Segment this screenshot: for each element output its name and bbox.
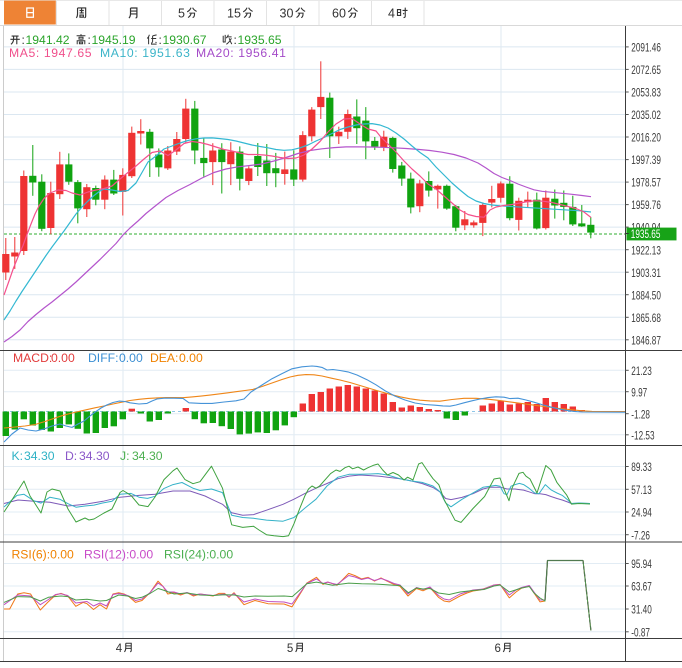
svg-text:57.13: 57.13 [631, 483, 652, 497]
svg-text:D:: D: [65, 449, 77, 463]
svg-text:34.30: 34.30 [132, 449, 163, 463]
svg-text:MA10: 1951.63: MA10: 1951.63 [100, 46, 190, 60]
svg-text:MA5: 1947.65: MA5: 1947.65 [9, 46, 92, 60]
svg-text:MACD:: MACD: [13, 351, 52, 365]
svg-text:RSI(12):0.00: RSI(12):0.00 [84, 548, 153, 562]
svg-text:1935.65: 1935.65 [238, 33, 282, 47]
svg-text:31.40: 31.40 [631, 603, 652, 617]
svg-text:-12.53: -12.53 [631, 428, 654, 442]
svg-text:1945.19: 1945.19 [92, 33, 136, 47]
svg-text:2072.65: 2072.65 [631, 63, 661, 77]
svg-text:15: 15 [227, 7, 241, 21]
svg-text:2053.83: 2053.83 [631, 86, 661, 100]
svg-text:1930.67: 1930.67 [163, 33, 207, 47]
svg-text:1903.31: 1903.31 [631, 266, 661, 280]
svg-text:5: 5 [287, 643, 293, 655]
svg-text:89.33: 89.33 [631, 460, 652, 474]
svg-text:DEA:: DEA: [150, 351, 178, 365]
svg-text:34.30: 34.30 [24, 449, 55, 463]
svg-text:2035.02: 2035.02 [631, 108, 661, 122]
svg-text:63.67: 63.67 [631, 580, 652, 594]
svg-text:4: 4 [116, 643, 123, 655]
svg-text:J:: J: [120, 449, 129, 463]
svg-text:95.94: 95.94 [631, 557, 652, 571]
svg-text:1884.50: 1884.50 [631, 288, 661, 302]
svg-text:4: 4 [388, 7, 395, 21]
svg-text:34.30: 34.30 [79, 449, 110, 463]
svg-text:0.00: 0.00 [179, 351, 203, 365]
svg-text:9.97: 9.97 [631, 385, 647, 399]
svg-text:MA20: 1956.41: MA20: 1956.41 [196, 46, 286, 60]
svg-text:2016.20: 2016.20 [631, 131, 661, 145]
svg-text:6: 6 [495, 643, 501, 655]
svg-text:-0.87: -0.87 [631, 625, 650, 639]
svg-text:RSI(24):0.00: RSI(24):0.00 [164, 548, 233, 562]
svg-text:1865.68: 1865.68 [631, 311, 661, 325]
svg-text::: : [159, 33, 162, 47]
svg-text:2091.46: 2091.46 [631, 41, 661, 55]
svg-text:-1.28: -1.28 [631, 407, 650, 421]
svg-text::: : [234, 33, 237, 47]
svg-text:DIFF:: DIFF: [88, 351, 118, 365]
svg-text:30: 30 [280, 7, 294, 21]
svg-text:5: 5 [178, 7, 185, 21]
svg-text:0.00: 0.00 [119, 351, 143, 365]
svg-text:0.00: 0.00 [51, 351, 75, 365]
svg-text:1922.13: 1922.13 [631, 243, 661, 257]
svg-text:1941.42: 1941.42 [26, 33, 70, 47]
svg-text::: : [22, 33, 25, 47]
svg-text:21.23: 21.23 [631, 364, 652, 378]
svg-text:1978.57: 1978.57 [631, 176, 661, 190]
svg-text:1997.39: 1997.39 [631, 153, 661, 167]
svg-text:1846.87: 1846.87 [631, 333, 661, 347]
svg-text:60: 60 [332, 7, 346, 21]
svg-text:24.94: 24.94 [631, 506, 652, 520]
svg-text:1959.76: 1959.76 [631, 198, 661, 212]
svg-text::: : [88, 33, 91, 47]
svg-text:-7.26: -7.26 [631, 528, 650, 542]
svg-text:K:: K: [12, 449, 24, 463]
svg-text:1935.65: 1935.65 [631, 227, 661, 241]
svg-text:RSI(6):0.00: RSI(6):0.00 [12, 548, 75, 562]
